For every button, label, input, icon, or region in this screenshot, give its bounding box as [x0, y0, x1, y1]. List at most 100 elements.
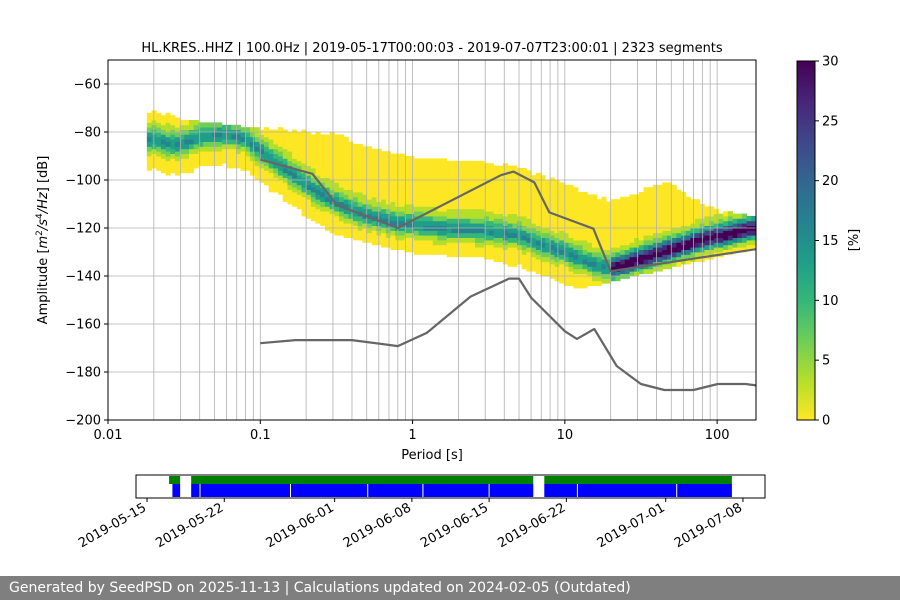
psd-cell — [470, 218, 476, 224]
psd-cell — [174, 132, 181, 138]
psd-cell — [554, 247, 560, 253]
psd-cell — [657, 223, 663, 229]
psd-cell — [446, 189, 452, 195]
psd-cell — [428, 211, 434, 217]
psd-cell — [648, 216, 654, 222]
psd-cell — [709, 220, 715, 226]
psd-cell — [676, 218, 682, 224]
psd-cell — [413, 192, 420, 198]
psd-cell — [451, 213, 457, 219]
psd-cell — [399, 163, 405, 169]
psd-cell — [437, 182, 443, 188]
psd-cell — [592, 280, 598, 286]
psd-cell — [273, 182, 279, 188]
psd-cell — [296, 184, 302, 190]
psd-cell — [577, 206, 584, 212]
psd-cell — [174, 136, 181, 142]
psd-cell — [666, 187, 673, 193]
psd-cell — [259, 172, 265, 178]
psd-cell — [179, 139, 185, 145]
psd-cell — [709, 206, 715, 212]
psd-cell — [479, 242, 485, 248]
psd-cell — [165, 160, 171, 166]
psd-cell — [638, 268, 644, 274]
psd-cell — [446, 165, 452, 171]
psd-cell — [320, 134, 326, 140]
psd-cell — [292, 168, 298, 174]
psd-cell — [577, 268, 584, 274]
psd-cell — [329, 132, 335, 138]
psd-cell — [521, 168, 527, 174]
psd-cell — [535, 259, 541, 265]
psd-cell — [718, 232, 724, 238]
psd-cell — [324, 163, 331, 169]
psd-cell — [512, 237, 518, 243]
psd-cell — [470, 247, 476, 253]
y-label-sup-2: 2 — [35, 230, 45, 236]
psd-cell — [146, 160, 152, 166]
psd-cell — [306, 151, 312, 157]
psd-cell — [343, 156, 349, 162]
psd-cell — [498, 184, 504, 190]
psd-cell — [592, 266, 598, 272]
psd-cell — [592, 242, 598, 248]
psd-cell — [357, 153, 363, 159]
psd-cell — [620, 254, 626, 260]
psd-cell — [652, 237, 659, 243]
psd-cell — [746, 230, 752, 236]
psd-cell — [442, 182, 448, 188]
psd-cell — [367, 189, 373, 195]
psd-cell — [301, 187, 307, 193]
psd-cell — [601, 264, 607, 270]
psd-cell — [718, 242, 724, 248]
psd-cell — [657, 199, 663, 205]
psd-cell — [606, 278, 612, 284]
psd-cell — [273, 187, 279, 193]
psd-cell — [357, 187, 363, 193]
psd-cell — [540, 256, 546, 262]
psd-cell — [695, 223, 701, 229]
psd-cell — [437, 158, 443, 164]
psd-cell — [329, 228, 335, 234]
psd-cell — [723, 235, 729, 241]
psd-cell — [446, 180, 452, 186]
psd-cell — [334, 168, 340, 174]
psd-cell — [474, 252, 480, 258]
psd-cell — [554, 242, 560, 248]
psd-cell — [296, 189, 302, 195]
psd-cell — [629, 218, 635, 224]
psd-cell — [146, 141, 152, 147]
psd-cell — [381, 218, 387, 224]
psd-cell — [620, 220, 626, 226]
psd-cell — [615, 247, 621, 253]
psd-cell — [324, 206, 331, 212]
psd-cell — [479, 218, 485, 224]
psd-cell — [432, 211, 438, 217]
psd-cell — [573, 264, 579, 270]
psd-cell — [446, 232, 452, 238]
psd-cell — [573, 192, 579, 198]
nhnm-curve — [260, 158, 756, 273]
psd-cell — [493, 242, 499, 248]
psd-cell — [320, 168, 326, 174]
psd-cell — [156, 122, 162, 128]
psd-cell — [338, 206, 345, 212]
psd-cell — [357, 201, 363, 207]
psd-cell — [713, 228, 719, 234]
psd-cell — [512, 165, 518, 171]
psd-cell — [507, 228, 513, 234]
psd-cell — [348, 184, 354, 190]
psd-cell — [437, 196, 443, 202]
psd-cell — [479, 165, 485, 171]
psd-cell — [620, 211, 626, 217]
psd-cell — [610, 252, 616, 258]
psd-cell — [484, 168, 490, 174]
psd-cell — [418, 201, 424, 207]
psd-cell — [409, 189, 415, 195]
psd-cell — [189, 144, 195, 150]
colorbar-tick-label: 15 — [822, 234, 839, 249]
psd-cell — [470, 242, 476, 248]
psd-cell — [559, 201, 565, 207]
psd-cell — [723, 244, 729, 250]
psd-cell — [549, 206, 555, 212]
